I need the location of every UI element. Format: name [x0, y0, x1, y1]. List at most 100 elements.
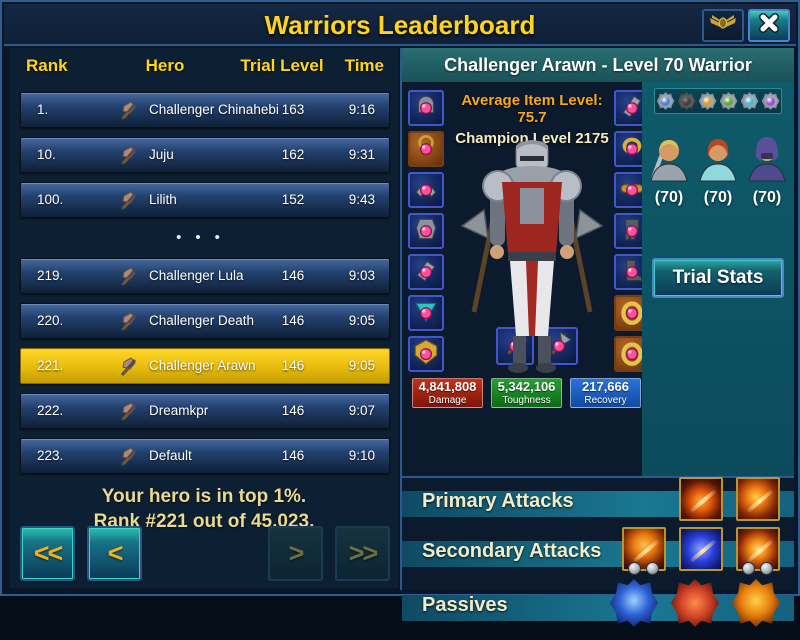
secondary-attacks-icons [622, 527, 780, 575]
row-rank: 10. [37, 147, 56, 162]
warrior-class-icon [117, 399, 141, 423]
stat-label: Toughness [502, 395, 551, 406]
ring-icon [617, 337, 647, 372]
bracers-slot[interactable] [408, 254, 444, 290]
cloak-slot[interactable] [408, 295, 444, 331]
rune-orb-icon [760, 562, 773, 575]
skill-icon-fire-sweep[interactable] [736, 477, 780, 521]
companion-enchantress-portrait [696, 139, 740, 186]
companion-enchantress[interactable]: (70) [695, 134, 741, 207]
companion-scoundrel[interactable]: (70) [744, 134, 790, 207]
warrior-class-icon [117, 354, 141, 378]
warrior-class-icon [117, 98, 141, 122]
trial-stats-button[interactable]: Trial Stats [652, 258, 784, 298]
leaderboard-rows: 1. Challenger Chinahebi 163 9:16 10. Juju 162 9… [20, 92, 390, 474]
medal-strip [654, 88, 782, 114]
skill-icon-fire-beam[interactable] [736, 527, 780, 575]
medal-icon-4 [719, 92, 738, 110]
insignia-icon [411, 337, 441, 372]
pagination-bar: << < > >> [20, 526, 390, 582]
average-item-level: Average Item Level: 75.7 [461, 92, 603, 126]
row-rank: 219. [37, 268, 64, 283]
leaderboard-row[interactable]: 222. Dreamkpr 146 9:07 [20, 393, 390, 429]
stat-value: 5,342,106 [497, 379, 556, 394]
hero-level-summary: Average Item Level: 75.7 Champion Level … [450, 92, 614, 147]
helmet-icon [411, 91, 441, 126]
ring-icon [617, 296, 647, 331]
leaderboard-panel: Rank Hero Trial Level Time 1. Challenger … [10, 48, 398, 588]
row-hero-name: Challenger Death [149, 313, 255, 328]
companion-level: (70) [654, 189, 684, 206]
armband-icon [617, 132, 647, 167]
primary-attacks-label: Primary Attacks [422, 490, 574, 512]
column-header-time: Time [344, 56, 384, 75]
boots-icon [617, 255, 647, 290]
axe-icon [544, 329, 574, 364]
leaderboard-row[interactable]: 100. Lilith 152 9:43 [20, 182, 390, 218]
row-time: 9:31 [348, 147, 375, 162]
rank-gap-separator: ••• [176, 229, 234, 246]
amulet-slot[interactable] [408, 131, 444, 167]
rune-orb-icon [628, 562, 641, 575]
medal-icon-2 [677, 92, 696, 110]
leaderboard-row[interactable]: 219. Challenger Lula 146 9:03 [20, 258, 390, 294]
first-page-button[interactable]: << [20, 526, 75, 581]
medal-icon-5 [740, 92, 759, 110]
rune-orb-icon [646, 562, 659, 575]
column-header-trial-level: Trial Level [240, 56, 324, 75]
secondary-attacks-band [402, 541, 794, 567]
skill-icon-passive-orange[interactable] [732, 579, 780, 627]
row-hero-name: Lilith [149, 192, 177, 207]
helmet-slot[interactable] [408, 90, 444, 126]
row-trial-level: 146 [281, 313, 305, 328]
companion-barbarian[interactable]: (70) [646, 134, 692, 207]
leaderboard-row[interactable]: 1. Challenger Chinahebi 163 9:16 [20, 92, 390, 128]
hero-title: Challenger Arawn - Level 70 Warrior [402, 48, 794, 82]
chest-icon [411, 214, 441, 249]
close-button[interactable] [748, 9, 790, 42]
skill-icon-passive-blue[interactable] [610, 579, 658, 627]
companion-level: (70) [703, 189, 733, 206]
leaderboard-emblem-button[interactable] [702, 9, 744, 42]
prev-page-button[interactable]: < [87, 526, 142, 581]
stat-damage: 4,841,808 Damage [412, 378, 483, 408]
weapon-axe-slot[interactable] [540, 327, 578, 365]
leaderboard-row[interactable]: 10. Juju 162 9:31 [20, 137, 390, 173]
primary-attacks-row: Primary Attacks [402, 477, 794, 536]
leaderboard-row[interactable]: 223. Default 146 9:10 [20, 438, 390, 474]
hero-stats-row: 4,841,808 Damage 5,342,106 Toughness 217,666… [412, 378, 641, 408]
cloak-icon [411, 296, 441, 331]
hero-side-panel: (70) (70) (70) Trial Stats [642, 82, 794, 476]
passives-icons [610, 579, 780, 627]
row-time: 9:10 [348, 448, 375, 463]
rank-summary-line1: Your hero is in top 1%. [101, 486, 307, 507]
row-trial-level: 152 [281, 192, 305, 207]
leaderboard-row[interactable]: 221. Challenger Arawn 146 9:05 [20, 348, 390, 384]
skill-icon-fire-slash[interactable] [679, 477, 723, 521]
skill-icon-fire-fist[interactable] [622, 527, 666, 575]
skill-flare [746, 539, 774, 563]
companions-row: (70) (70) (70) [646, 134, 790, 207]
warrior-class-icon [117, 264, 141, 288]
bracers-icon [411, 255, 441, 290]
skill-icon-blue-whirl[interactable] [679, 527, 723, 571]
skill-flare [746, 489, 774, 513]
row-rank: 222. [37, 403, 64, 418]
weapon-axe-slot[interactable] [496, 327, 534, 365]
hero-equipment-area: Average Item Level: 75.7 Champion Level … [402, 82, 794, 478]
chest-slot[interactable] [408, 213, 444, 249]
skill-icon-passive-red[interactable] [671, 579, 719, 627]
pager-spacer [154, 526, 256, 582]
insignia-slot[interactable] [408, 336, 444, 372]
row-time: 9:43 [348, 192, 375, 207]
shoulders-slot[interactable] [408, 172, 444, 208]
skill-flare [689, 489, 717, 513]
row-rank: 221. [37, 358, 64, 373]
title-bar: Warriors Leaderboard [4, 4, 796, 46]
leaderboard-row[interactable]: 220. Challenger Death 146 9:05 [20, 303, 390, 339]
row-hero-name: Challenger Lula [149, 268, 244, 283]
close-icon [759, 13, 779, 38]
pants-icon [617, 214, 647, 249]
row-hero-name: Default [149, 448, 192, 463]
belt-icon [617, 173, 647, 208]
